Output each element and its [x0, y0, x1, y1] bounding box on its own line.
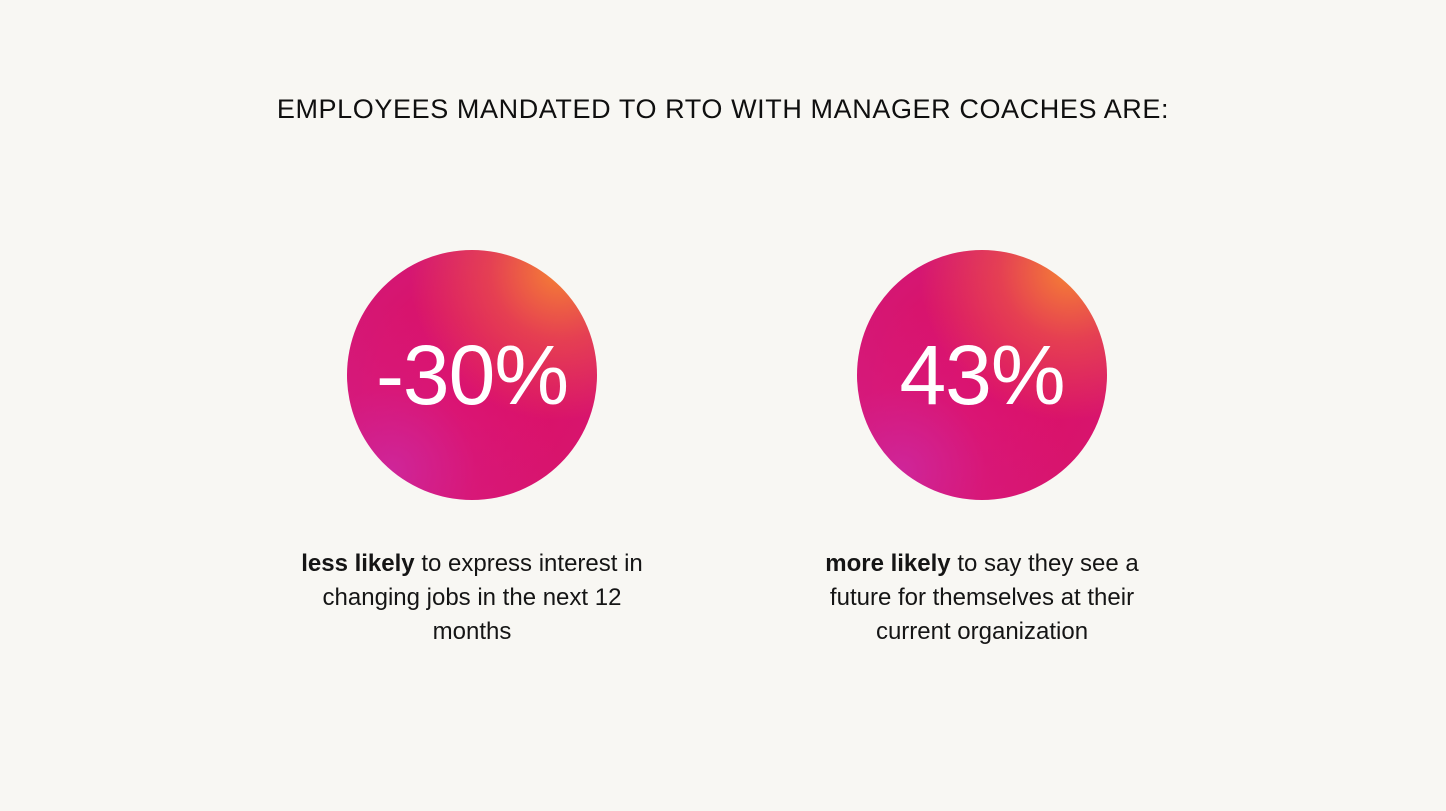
caption-text: to express interest in changing jobs in … — [322, 550, 643, 645]
caption-text: to say they see a future for themselves … — [829, 550, 1139, 645]
stat-circle: -30% — [347, 250, 597, 500]
stat-value: -30% — [375, 328, 569, 422]
stat-caption: less likely to express interest in chang… — [282, 547, 662, 649]
stat-value: 43% — [899, 328, 1065, 422]
headline: EMPLOYEES MANDATED TO RTO WITH MANAGER C… — [276, 94, 1170, 124]
stat-card-more-likely: 43% more likely to say they see a future… — [792, 250, 1172, 649]
stat-card-less-likely: -30% less likely to express interest in … — [282, 250, 662, 649]
stat-caption: more likely to say they see a future for… — [792, 547, 1172, 649]
caption-emphasis: more likely — [825, 550, 951, 577]
stat-circle: 43% — [857, 250, 1107, 500]
caption-emphasis: less likely — [301, 550, 415, 577]
